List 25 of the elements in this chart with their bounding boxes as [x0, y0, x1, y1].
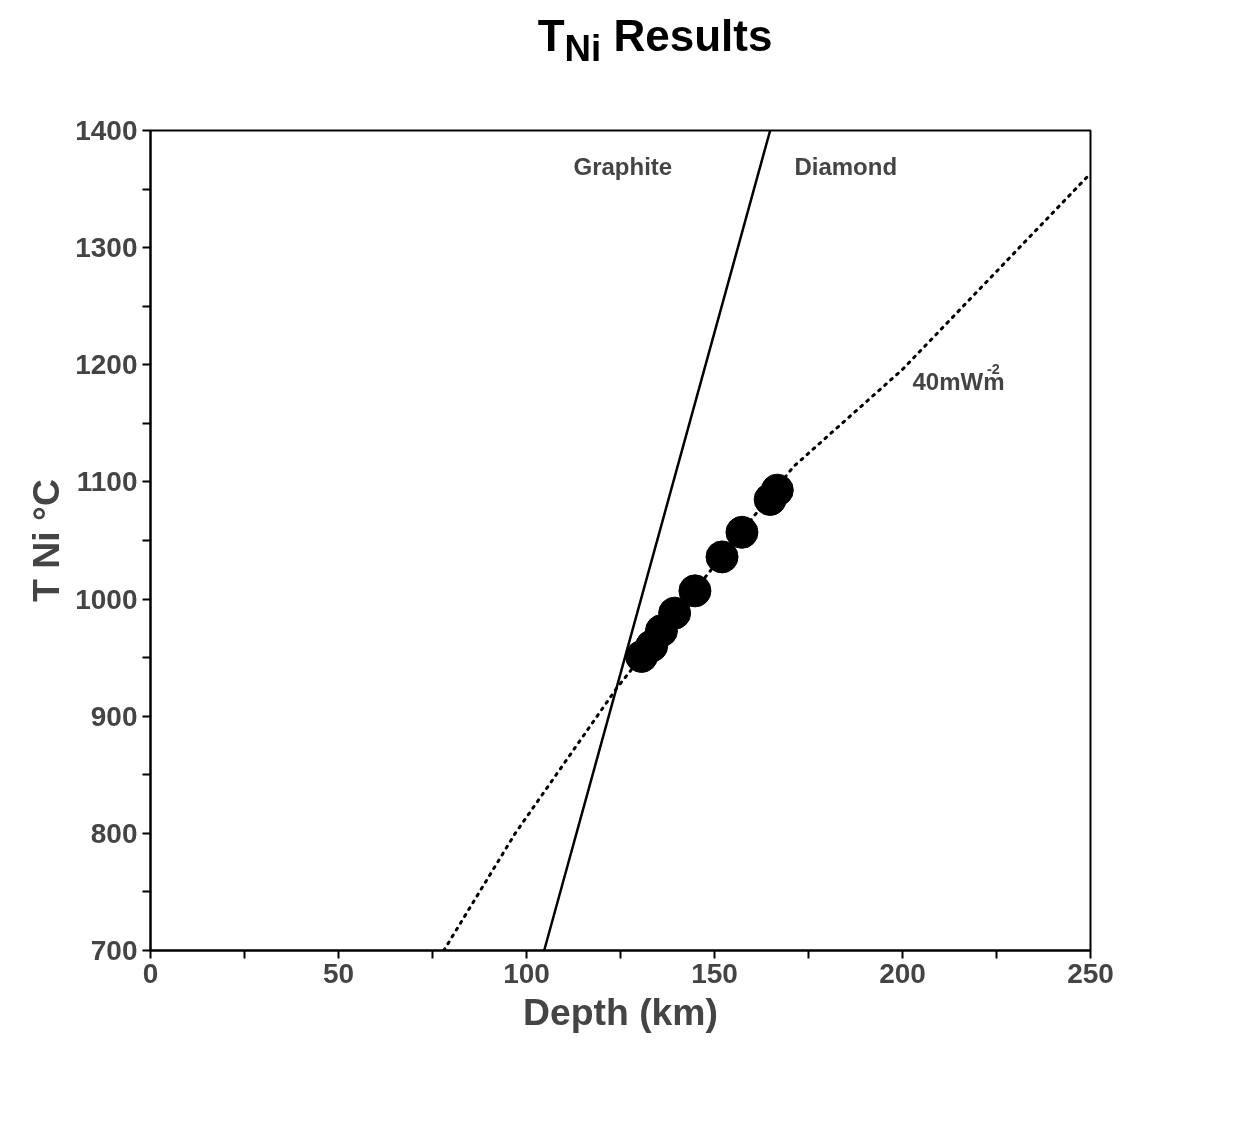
y-tick-label: 800 [90, 817, 138, 849]
y-tick-label: 900 [90, 700, 138, 732]
y-tick-label: 1400 [75, 115, 138, 146]
point [725, 515, 759, 549]
y-tick-label: 700 [90, 935, 138, 966]
y-axis-title: T Ni °C [25, 479, 68, 602]
y-tick-label: 1000 [75, 583, 138, 615]
point [705, 540, 739, 574]
x-tick-label: 200 [879, 957, 926, 989]
x-axis-title: Depth (km) [523, 990, 718, 1033]
x-tick-label: 100 [503, 957, 550, 989]
point [625, 640, 659, 673]
y-tick-label: 1100 [76, 466, 138, 498]
annotation: Diamond [794, 152, 898, 180]
y-tick-label: 1300 [75, 232, 138, 264]
series-label: 40mWm-2 [912, 361, 1005, 395]
x-tick-label: 0 [142, 957, 159, 989]
point [753, 483, 787, 516]
x-tick-label: 250 [1067, 957, 1114, 989]
x-tick-label: 50 [322, 957, 355, 989]
annotation: Graphite [573, 152, 673, 180]
chart-title: T$_{Ni}$ Results [537, 10, 773, 71]
point [678, 574, 712, 608]
y-tick-label: 1200 [75, 349, 138, 381]
x-tick-label: 150 [691, 957, 738, 989]
